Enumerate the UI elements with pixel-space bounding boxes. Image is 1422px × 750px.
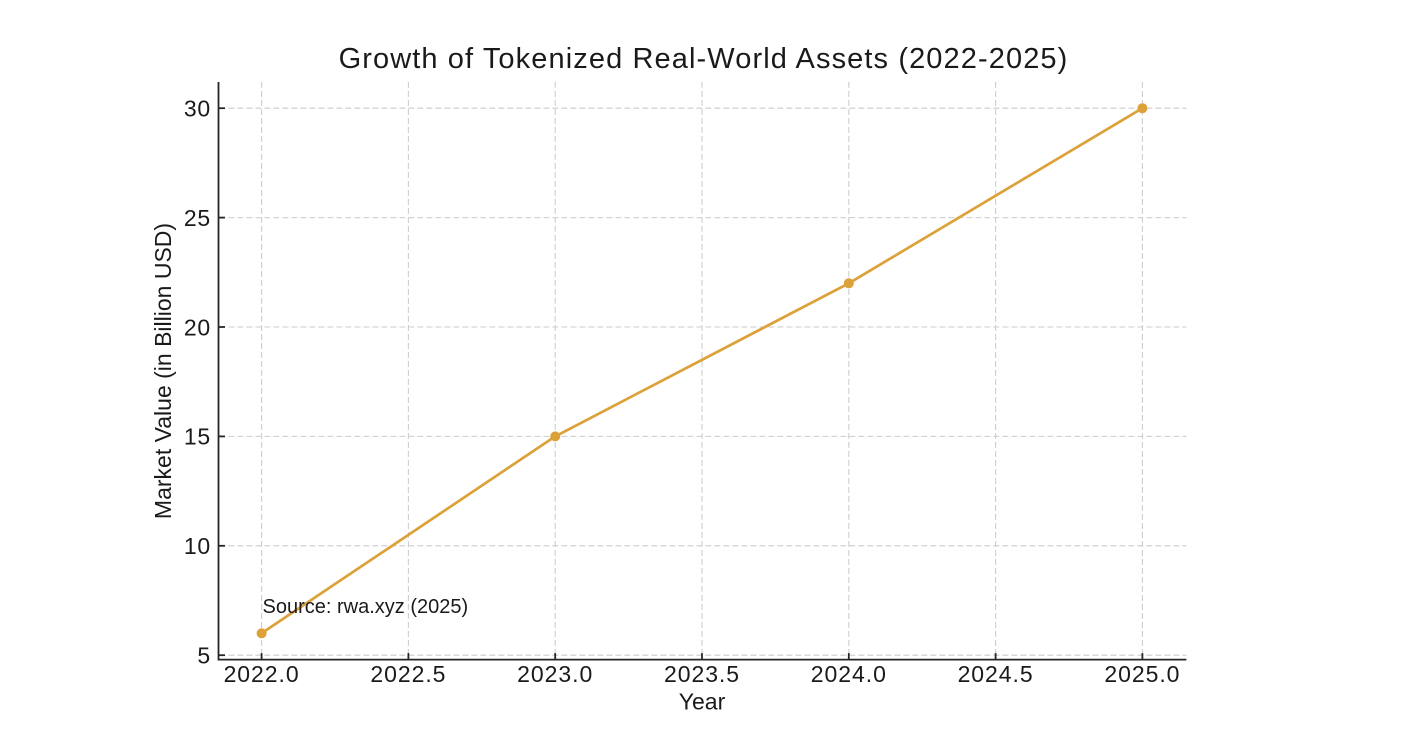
- svg-text:2023.5: 2023.5: [664, 661, 740, 687]
- svg-text:5: 5: [197, 643, 211, 669]
- svg-text:2024.5: 2024.5: [958, 661, 1034, 687]
- svg-text:20: 20: [184, 314, 211, 340]
- svg-text:Growth of Tokenized Real-World: Growth of Tokenized Real-World Assets (2…: [339, 43, 1069, 75]
- svg-text:2023.0: 2023.0: [517, 661, 593, 687]
- svg-text:15: 15: [184, 424, 211, 450]
- svg-text:30: 30: [184, 96, 211, 122]
- svg-text:10: 10: [184, 533, 211, 559]
- svg-text:Market Value (in Billion USD): Market Value (in Billion USD): [150, 223, 176, 519]
- svg-text:25: 25: [184, 205, 211, 231]
- svg-text:Source: rwa.xyz (2025): Source: rwa.xyz (2025): [263, 596, 469, 618]
- svg-text:2022.5: 2022.5: [370, 661, 446, 687]
- svg-text:2024.0: 2024.0: [811, 661, 887, 687]
- svg-text:Year: Year: [679, 689, 726, 715]
- svg-text:2025.0: 2025.0: [1104, 661, 1180, 687]
- svg-text:2022.0: 2022.0: [224, 661, 300, 687]
